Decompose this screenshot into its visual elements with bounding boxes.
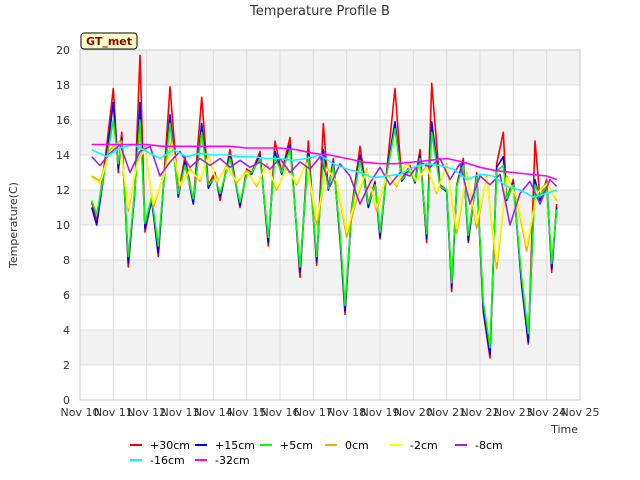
legend: +30cm +15cm +5cm 0cm -2cm -8cm -16cm -32cm xyxy=(130,439,503,467)
x-tick-label: Nov 11 xyxy=(94,406,133,419)
grid-band xyxy=(80,50,580,85)
legend-label: -8cm xyxy=(475,439,503,452)
y-tick-label: 10 xyxy=(56,219,70,232)
x-tick-label: Nov 13 xyxy=(161,406,200,419)
x-tick-label: Nov 15 xyxy=(227,406,266,419)
y-tick-label: 2 xyxy=(63,359,70,372)
legend-label: -32cm xyxy=(215,454,250,467)
series-line--32cm xyxy=(91,143,557,181)
x-tick-label: Nov 25 xyxy=(561,406,600,419)
grid-band xyxy=(80,120,580,155)
y-tick-label: 14 xyxy=(56,149,70,162)
y-tick-label: 18 xyxy=(56,79,70,92)
x-tick-label: Nov 18 xyxy=(327,406,366,419)
legend-label: +15cm xyxy=(215,439,255,452)
y-tick-label: 16 xyxy=(56,114,70,127)
y-tick-label: 6 xyxy=(63,289,70,302)
series-line--16cm xyxy=(91,143,557,198)
y-tick-label: 20 xyxy=(56,44,70,57)
x-axis-title: Time xyxy=(550,423,578,436)
y-tick-label: 4 xyxy=(63,324,70,337)
x-tick-label: Nov 24 xyxy=(527,406,566,419)
x-tick-label: Nov 22 xyxy=(461,406,500,419)
x-tick-label: Nov 20 xyxy=(394,406,433,419)
legend-label: +30cm xyxy=(150,439,190,452)
site-label-box: GT_met xyxy=(80,32,138,50)
y-axis-title: Temperature(C) xyxy=(7,182,20,269)
x-tick-label: Nov 10 xyxy=(61,406,100,419)
x-tick-label: Nov 17 xyxy=(294,406,333,419)
series-line--2cm xyxy=(91,142,558,263)
legend-label: 0cm xyxy=(345,439,369,452)
x-tick-label: Nov 19 xyxy=(361,406,400,419)
x-tick-label: Nov 23 xyxy=(494,406,533,419)
legend-label: +5cm xyxy=(280,439,313,452)
y-tick-label: 0 xyxy=(63,394,70,407)
chart-title: Temperature Profile B xyxy=(249,4,390,19)
x-tick-label: Nov 12 xyxy=(127,406,166,419)
grid-band xyxy=(80,260,580,295)
legend-label: -2cm xyxy=(410,439,438,452)
x-tick-label: Nov 16 xyxy=(261,406,300,419)
site-label: GT_met xyxy=(86,35,132,48)
x-tick-label: Nov 14 xyxy=(194,406,233,419)
series-line--8cm xyxy=(91,143,558,226)
y-tick-label: 8 xyxy=(63,254,70,267)
x-tick-label: Nov 21 xyxy=(427,406,466,419)
plot-border xyxy=(79,49,581,401)
y-tick-label: 12 xyxy=(56,184,70,197)
grid-band xyxy=(80,330,580,365)
legend-label: -16cm xyxy=(150,454,185,467)
series-line-+5cm xyxy=(90,119,558,349)
